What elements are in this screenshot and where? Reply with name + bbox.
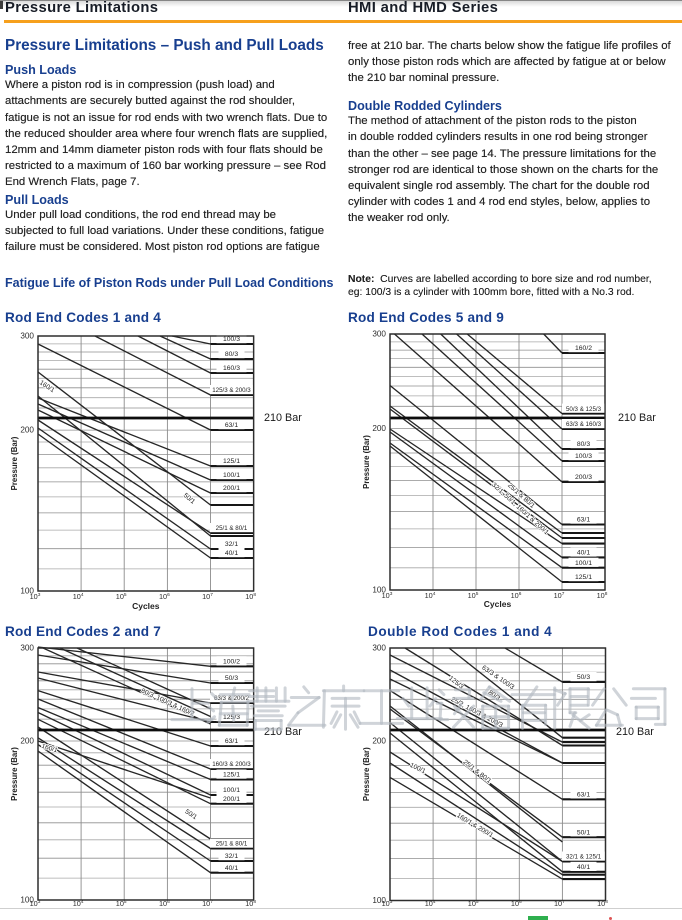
svg-text:104: 104 (425, 899, 436, 908)
svg-text:103: 103 (382, 591, 393, 600)
svg-text:80/3: 80/3 (577, 441, 590, 448)
svg-text:Cycles: Cycles (484, 599, 512, 609)
svg-text:25/1 & 80/1: 25/1 & 80/1 (216, 841, 248, 848)
svg-text:106: 106 (511, 899, 522, 908)
svg-text:50/1: 50/1 (182, 492, 197, 506)
svg-text:107: 107 (554, 899, 565, 908)
svg-text:100/3: 100/3 (223, 336, 240, 343)
svg-text:100: 100 (20, 587, 34, 596)
svg-text:300: 300 (372, 644, 386, 653)
svg-text:104: 104 (425, 591, 436, 600)
svg-text:200: 200 (372, 424, 386, 433)
svg-text:80/3: 80/3 (225, 351, 238, 358)
svg-text:105: 105 (116, 592, 127, 601)
svg-text:200: 200 (20, 737, 34, 746)
svg-text:25/1 & 80/1: 25/1 & 80/1 (216, 525, 248, 532)
svg-text:125/1: 125/1 (223, 458, 240, 465)
svg-text:160/1 & 200/1: 160/1 & 200/1 (455, 812, 494, 839)
svg-text:160/3: 160/3 (223, 365, 240, 372)
svg-text:300: 300 (20, 332, 34, 341)
svg-text:103: 103 (30, 899, 41, 908)
svg-text:160/3 & 200/3: 160/3 & 200/3 (212, 761, 251, 768)
svg-text:40/1: 40/1 (225, 550, 238, 557)
svg-text:200: 200 (20, 426, 34, 435)
svg-text:200/3: 200/3 (575, 474, 592, 481)
svg-text:50/3: 50/3 (225, 675, 238, 682)
svg-text:40/1: 40/1 (225, 865, 238, 872)
svg-text:Pressure (Bar): Pressure (Bar) (10, 436, 19, 490)
svg-text:200/1: 200/1 (223, 485, 240, 492)
svg-text:125/1: 125/1 (223, 772, 240, 779)
svg-text:50/1: 50/1 (577, 829, 590, 836)
svg-text:50/1: 50/1 (184, 808, 199, 821)
svg-text:100/3: 100/3 (575, 453, 592, 460)
svg-text:105: 105 (468, 591, 479, 600)
svg-text:105: 105 (468, 899, 479, 908)
svg-text:40/1: 40/1 (577, 864, 590, 871)
svg-text:32/1 & 125/1: 32/1 & 125/1 (566, 854, 602, 861)
svg-text:107: 107 (202, 592, 213, 601)
svg-text:40/1: 40/1 (577, 550, 590, 557)
svg-text:104: 104 (73, 592, 84, 601)
svg-text:50/3 & 125/3: 50/3 & 125/3 (566, 406, 602, 413)
svg-text:105: 105 (116, 899, 127, 908)
svg-text:32/1: 32/1 (225, 853, 238, 860)
svg-text:63/1: 63/1 (577, 517, 590, 524)
svg-text:100/2: 100/2 (223, 659, 240, 666)
svg-text:108: 108 (597, 591, 608, 600)
svg-text:100/1: 100/1 (575, 560, 592, 567)
svg-text:160/1: 160/1 (38, 379, 56, 394)
svg-text:106: 106 (159, 592, 170, 601)
svg-text:100: 100 (372, 896, 386, 905)
svg-text:100: 100 (20, 896, 34, 905)
svg-text:300: 300 (372, 330, 386, 339)
svg-text:103: 103 (382, 899, 393, 908)
svg-text:106: 106 (511, 591, 522, 600)
svg-text:125/3: 125/3 (223, 714, 240, 721)
svg-text:63/1: 63/1 (225, 738, 238, 745)
svg-text:50/3: 50/3 (577, 674, 590, 681)
svg-text:63/3 & 160/3: 63/3 & 160/3 (566, 421, 602, 428)
svg-text:200: 200 (372, 737, 386, 746)
svg-text:200/1: 200/1 (223, 796, 240, 803)
svg-text:108: 108 (245, 899, 256, 908)
svg-text:100: 100 (372, 586, 386, 595)
svg-text:104: 104 (73, 899, 84, 908)
svg-text:100/1: 100/1 (409, 762, 427, 775)
svg-text:32/1: 32/1 (225, 541, 238, 548)
svg-text:Cycles: Cycles (132, 601, 160, 611)
svg-text:300: 300 (20, 644, 34, 653)
svg-text:100/1: 100/1 (223, 472, 240, 479)
svg-text:25/1 & 80/1: 25/1 & 80/1 (461, 759, 492, 785)
svg-text:108: 108 (245, 592, 256, 601)
svg-text:100/1: 100/1 (223, 787, 240, 794)
svg-text:108: 108 (597, 899, 608, 908)
svg-text:63/1: 63/1 (577, 792, 590, 799)
svg-text:103: 103 (30, 592, 41, 601)
svg-text:125/3 & 200/3: 125/3 & 200/3 (212, 387, 251, 394)
svg-text:160/2: 160/2 (575, 345, 592, 352)
svg-text:107: 107 (202, 899, 213, 908)
svg-text:Pressure (Bar): Pressure (Bar) (10, 747, 19, 801)
svg-text:63/1: 63/1 (225, 422, 238, 429)
svg-text:Pressure (Bar): Pressure (Bar) (362, 747, 371, 801)
svg-text:107: 107 (554, 591, 565, 600)
svg-text:Pressure (Bar): Pressure (Bar) (362, 435, 371, 489)
svg-text:106: 106 (159, 899, 170, 908)
svg-text:125/1: 125/1 (575, 574, 592, 581)
